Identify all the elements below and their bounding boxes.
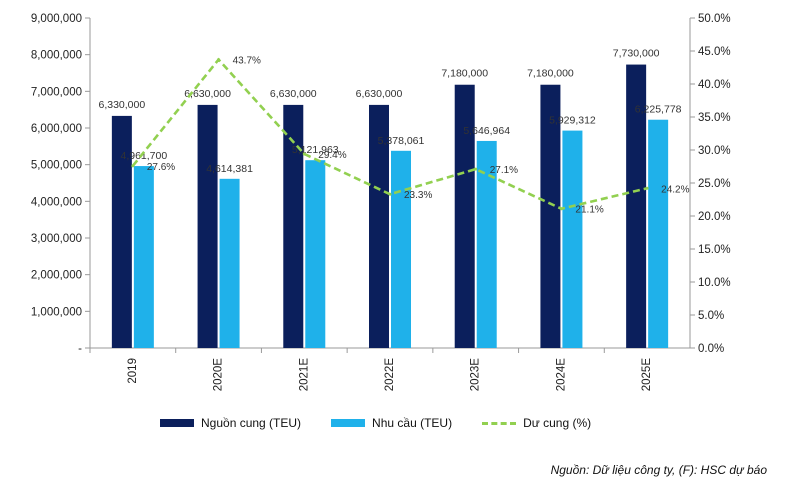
y-right-tick-label: 10.0% [698,277,731,289]
data-label-demand: 5,378,061 [378,135,425,147]
bar-demand [133,166,154,348]
y-left-tick-label: 4,000,000 [31,196,82,208]
x-tick-label: 2021E [298,358,310,392]
chart: - 1,000,000 2,000,000 3,000,000 4,000,000 5,0… [31,13,731,392]
y-right-tick-label: 35.0% [698,112,731,124]
point-surplus [645,186,649,190]
data-label-supply: 7,180,000 [527,68,574,80]
x-tick-label: 2020E [213,358,225,392]
bar-demand [476,140,497,348]
y-left-tick-label: 2,000,000 [31,270,82,282]
y-left-tick-label: - [78,343,82,355]
data-label-supply: 7,730,000 [613,48,660,60]
y-right-tick-label: 30.0% [698,145,731,157]
point-surplus [302,152,306,156]
bar-supply [111,115,132,349]
y-right-tick-label: 40.0% [698,79,731,91]
x-tick-label: 2023E [470,358,482,392]
bar-demand [219,178,240,348]
y-left-tick-label: 1,000,000 [31,306,82,318]
data-label-surplus: 23.3% [404,190,432,201]
y-left-tick-label: 3,000,000 [31,233,82,245]
y-left-tick-label: 9,000,000 [31,13,82,25]
data-label-demand: 5,929,312 [549,115,596,127]
y-left-tick-label: 5,000,000 [31,160,82,172]
data-label-supply: 6,630,000 [356,88,403,100]
bar-supply [283,104,304,349]
bar-supply [540,84,561,348]
point-surplus [131,164,135,168]
y-right-tick-label: 45.0% [698,46,731,58]
data-label-surplus: 21.1% [575,205,603,216]
data-label-supply: 6,630,000 [184,88,231,100]
y-left-tick-label: 7,000,000 [31,86,82,98]
y-right-tick-label: 50.0% [698,13,731,25]
point-surplus [388,192,392,196]
y-right-tick-label: 0.0% [698,343,724,355]
data-label-surplus: 24.2% [661,184,689,195]
y-right-tick-label: 15.0% [698,244,731,256]
data-label-supply: 7,180,000 [441,68,488,80]
legend-item-demand: Nhu cầu (TEU) [331,416,452,430]
legend-label-surplus: Dư cung (%) [523,416,592,430]
bar-supply [369,104,389,349]
point-surplus [217,58,221,62]
legend-item-supply: Nguồn cung (TEU) [160,416,301,430]
x-tick-label: 2019 [127,358,139,384]
legend-swatch-demand [331,419,366,427]
bar-demand [648,119,669,349]
bar-supply [626,64,647,349]
bar-demand [391,150,411,348]
x-tick-label: 2025E [641,358,653,392]
data-label-surplus: 29.4% [318,150,346,161]
x-tick-label: 2024E [555,358,567,392]
y-right-tick-label: 25.0% [698,178,731,190]
data-label-surplus: 27.6% [147,162,175,173]
y-right-tick-label: 20.0% [698,211,731,223]
point-surplus [474,167,478,171]
data-label-supply: 6,630,000 [270,88,317,100]
data-label-surplus: 43.7% [233,56,261,67]
source-note: Nguồn: Dữ liệu công ty, (F): HSC dự báo [550,463,767,477]
data-label-demand: 6,225,778 [635,104,682,116]
bar-demand [562,130,583,348]
point-surplus [559,207,563,211]
data-label-supply: 6,330,000 [98,99,145,111]
bar-demand [305,160,326,348]
bar-supply [454,84,475,348]
y-left-tick-label: 6,000,000 [31,123,82,135]
data-label-surplus: 27.1% [490,165,518,176]
y-left-tick-label: 8,000,000 [31,50,82,62]
legend-swatch-surplus [482,421,517,425]
legend-swatch-supply [160,419,194,427]
y-right-tick-label: 5.0% [698,310,724,322]
data-label-demand: 5,646,964 [463,125,510,137]
bar-supply [197,104,218,349]
legend-label-demand: Nhu cầu (TEU) [372,416,453,430]
data-label-demand: 4,961,700 [120,150,167,162]
data-label-demand: 4,614,381 [206,163,253,175]
legend: Nguồn cung (TEU) Nhu cầu (TEU) Dư cung (… [160,416,591,430]
legend-label-supply: Nguồn cung (TEU) [201,416,302,430]
x-tick-label: 2022E [384,358,396,392]
legend-item-surplus: Dư cung (%) [482,416,591,430]
